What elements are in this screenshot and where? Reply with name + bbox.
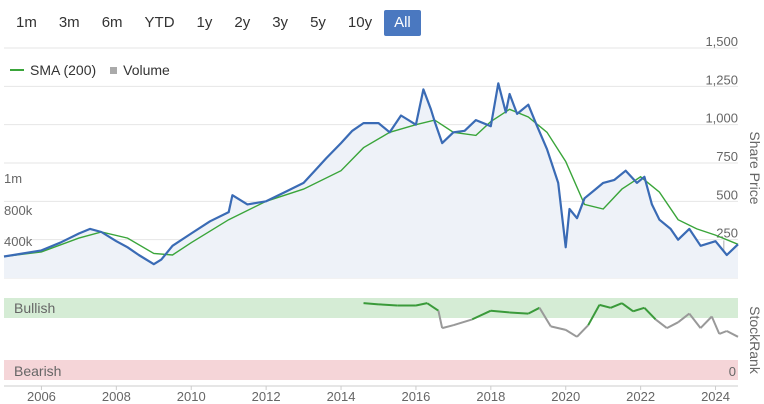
stockrank-tick-label: 0 — [729, 364, 736, 379]
stockrank-segment — [363, 302, 379, 306]
stockrank-segment — [415, 302, 428, 307]
stockrank-axis-label: StockRank — [747, 306, 763, 375]
stockrank-segment — [688, 312, 702, 329]
stockrank-segment — [550, 325, 566, 331]
stockrank-segment — [621, 302, 634, 313]
stockrank-segment — [538, 307, 552, 327]
price-axis-label: Share Price — [747, 131, 763, 204]
range-button-1y[interactable]: 1y — [196, 14, 213, 31]
volume-legend-swatch — [110, 66, 118, 74]
stockrank-segment — [437, 310, 444, 329]
stockrank-segment — [666, 321, 679, 329]
stockrank-segment — [726, 330, 739, 338]
x-tick-label: 2022 — [626, 389, 655, 404]
stockrank-segment — [576, 324, 589, 338]
chart-legend: SMA (200) Volume — [10, 62, 170, 78]
range-button-10y[interactable]: 10y — [347, 14, 373, 31]
price-tick-label: 1,000 — [705, 111, 738, 126]
bullish-label: Bullish — [14, 300, 55, 316]
volume-tick-label: 800k — [4, 203, 33, 218]
x-tick-label: 2006 — [27, 389, 56, 404]
price-line — [3, 82, 739, 266]
stockrank-segment — [441, 324, 454, 330]
stockrank-segment — [632, 306, 645, 313]
range-button-3m[interactable]: 3m — [58, 14, 80, 31]
price-tick-label: 750 — [716, 149, 738, 164]
stockrank-segment — [610, 302, 623, 309]
x-tick-label: 2018 — [476, 389, 505, 404]
x-tick-label: 2008 — [102, 389, 131, 404]
range-button-2y[interactable]: 2y — [234, 14, 251, 31]
stockrank-segment — [677, 312, 690, 324]
stockrank-segment — [587, 304, 601, 326]
price-tick-label: 250 — [716, 226, 738, 241]
stockrank-segment — [453, 318, 473, 327]
sma-legend-label[interactable]: SMA (200) — [30, 62, 97, 78]
stockrank-segment — [426, 302, 439, 312]
x-tick-label: 2016 — [401, 389, 430, 404]
volume-tick-label: 400k — [4, 234, 33, 249]
stockrank-segment — [471, 309, 492, 321]
stockrank-segment — [643, 307, 657, 321]
stockrank-segment — [718, 330, 728, 335]
price-tick-label: 1,250 — [705, 72, 738, 87]
stockrank-segment — [654, 318, 668, 329]
range-button-ytd[interactable]: YTD — [144, 14, 175, 31]
volume-legend-label[interactable]: Volume — [123, 62, 170, 78]
bearish-band — [4, 360, 738, 380]
x-tick-label: 2024 — [701, 389, 730, 404]
bearish-label: Bearish — [14, 363, 61, 379]
stockrank-segment — [378, 303, 398, 307]
x-tick-label: 2020 — [551, 389, 580, 404]
stockrank-segment — [699, 315, 713, 329]
stockrank-segment — [490, 309, 510, 314]
volume-tick-label: 1m — [4, 171, 22, 186]
range-selector: 1m 3m 6m YTD 1y 2y 3y 5y 10y All — [6, 10, 423, 38]
price-tick-label: 500 — [716, 187, 738, 202]
x-tick-label: 2014 — [327, 389, 356, 404]
price-tick-label: 1,500 — [705, 34, 738, 49]
stockrank-segment — [599, 303, 611, 309]
stockrank-segment — [710, 316, 721, 335]
range-button-6m[interactable]: 6m — [101, 14, 123, 31]
range-button-all[interactable]: All — [384, 10, 421, 36]
stockrank-segment — [527, 306, 540, 315]
stockrank-segment — [565, 328, 578, 338]
x-tick-label: 2010 — [177, 389, 206, 404]
bullish-band — [4, 298, 738, 318]
range-button-3y[interactable]: 3y — [272, 14, 289, 31]
price-area — [4, 83, 738, 278]
x-tick-label: 2012 — [252, 389, 281, 404]
sma-legend-swatch — [10, 69, 24, 71]
range-button-5y[interactable]: 5y — [310, 14, 326, 31]
stockrank-segment — [509, 311, 529, 315]
range-button-1m[interactable]: 1m — [16, 14, 37, 31]
sma-line — [3, 108, 739, 258]
